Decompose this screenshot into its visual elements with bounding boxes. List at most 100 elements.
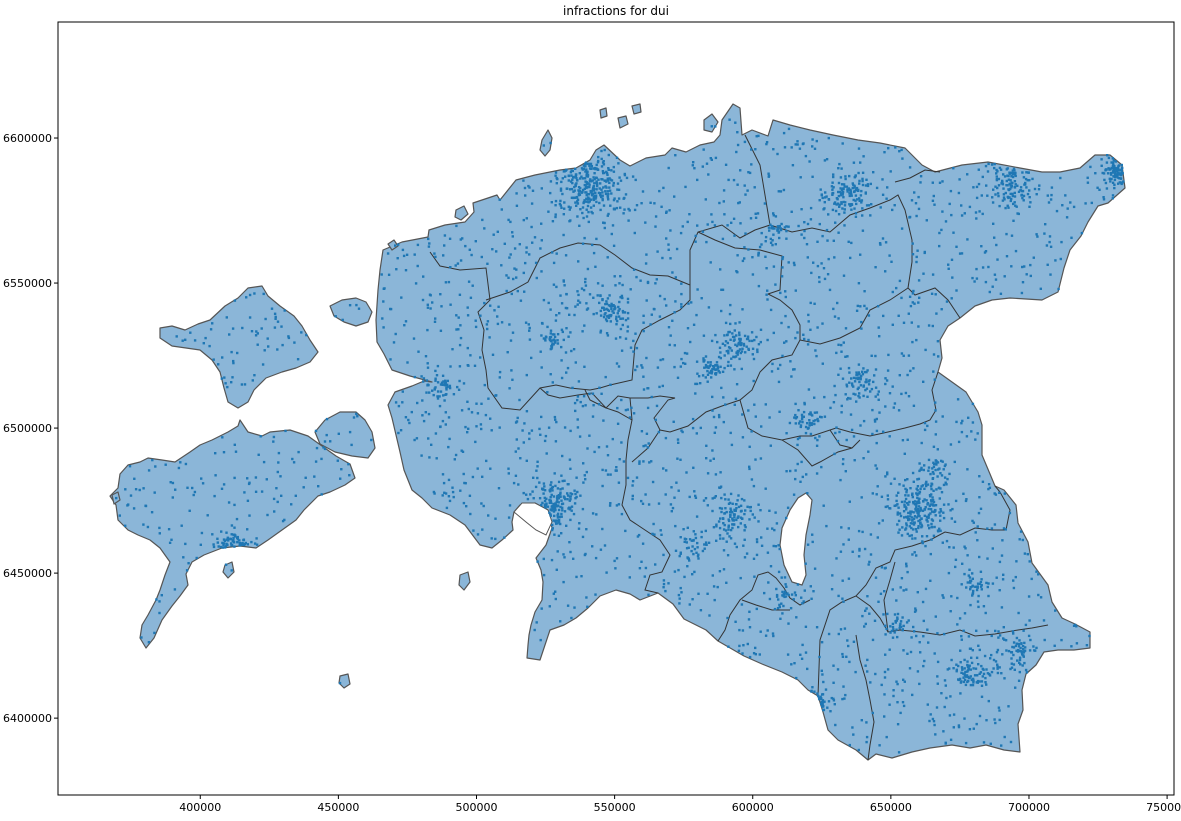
infraction-point (613, 305, 616, 308)
infraction-point (612, 165, 615, 169)
infraction-point (1010, 662, 1013, 665)
infraction-point (1017, 642, 1020, 646)
infraction-point (714, 368, 717, 371)
infraction-point (507, 516, 511, 519)
infraction-point (631, 494, 634, 498)
infraction-point (963, 612, 967, 615)
infraction-point (434, 432, 438, 435)
infraction-point (985, 719, 988, 722)
infraction-point (917, 510, 921, 513)
infraction-point (976, 586, 979, 589)
infraction-point (886, 498, 890, 501)
infraction-point (503, 242, 506, 245)
infraction-point (726, 341, 729, 345)
infraction-point (895, 499, 898, 503)
infraction-point (733, 335, 736, 339)
infraction-point (726, 554, 730, 557)
infraction-point (1001, 199, 1005, 202)
infraction-point (807, 313, 810, 317)
infraction-point (898, 374, 901, 377)
infraction-point (984, 250, 988, 253)
infraction-point (550, 344, 553, 348)
infraction-point (645, 299, 648, 302)
infraction-point (221, 356, 224, 359)
infraction-point (1050, 186, 1054, 189)
infraction-point (961, 562, 964, 565)
infraction-point (883, 590, 886, 593)
infraction-point (1001, 578, 1005, 581)
infraction-point (948, 714, 952, 717)
infraction-point (873, 619, 877, 622)
infraction-point (851, 384, 854, 387)
infraction-point (971, 585, 974, 588)
infraction-point (444, 492, 448, 495)
infraction-point (850, 192, 853, 196)
infraction-point (823, 415, 827, 418)
infraction-point (583, 183, 586, 187)
infraction-point (283, 309, 286, 312)
infraction-point (496, 322, 500, 326)
infraction-point (803, 337, 806, 341)
infraction-point (917, 477, 921, 481)
infraction-point (471, 475, 475, 479)
infraction-point (695, 551, 698, 554)
infraction-point (930, 525, 933, 529)
infraction-point (646, 406, 650, 410)
infraction-point (589, 162, 593, 166)
infraction-point (1002, 626, 1005, 629)
infraction-point (627, 219, 630, 222)
infraction-point (615, 557, 619, 560)
infraction-point (975, 185, 979, 189)
infraction-point (615, 315, 618, 318)
infraction-point (966, 238, 969, 241)
infraction-point (975, 588, 979, 592)
infraction-point (744, 525, 747, 529)
infraction-point (810, 423, 813, 426)
infraction-point (1010, 234, 1014, 237)
infraction-point (816, 694, 820, 698)
infraction-point (718, 570, 722, 573)
infraction-point (897, 314, 900, 317)
infraction-point (588, 293, 592, 296)
infraction-point (983, 251, 987, 254)
infraction-point (820, 701, 823, 704)
infraction-point (896, 682, 899, 686)
infraction-point (726, 364, 730, 367)
infraction-point (947, 503, 950, 506)
infraction-point (858, 549, 861, 552)
infraction-point (955, 245, 958, 248)
infraction-point (694, 536, 698, 540)
infraction-point (938, 511, 941, 514)
infraction-point (962, 629, 965, 632)
infraction-point (584, 277, 587, 281)
infraction-point (813, 147, 817, 150)
infraction-point (947, 263, 950, 266)
infraction-point (913, 515, 917, 518)
infraction-point (902, 510, 906, 513)
infraction-point (743, 556, 747, 559)
infraction-point (847, 538, 850, 541)
infraction-point (612, 311, 615, 314)
infraction-point (624, 193, 628, 196)
infraction-point (1020, 291, 1024, 295)
infraction-point (616, 188, 619, 191)
infraction-point (776, 229, 779, 232)
infraction-point (1018, 661, 1021, 664)
infraction-point (631, 497, 634, 501)
infraction-point (960, 638, 963, 641)
infraction-point (1054, 609, 1057, 612)
infraction-point (851, 186, 854, 190)
infraction-point (293, 341, 296, 344)
infraction-point (815, 354, 818, 358)
infraction-point (898, 528, 901, 531)
infraction-point (910, 510, 913, 513)
infraction-point (1106, 154, 1109, 157)
infraction-point (441, 374, 445, 377)
infraction-point (562, 213, 565, 216)
infraction-point (243, 383, 247, 386)
infraction-point (805, 243, 809, 246)
infraction-point (530, 225, 533, 229)
infraction-point (867, 383, 871, 386)
infraction-point (862, 457, 865, 460)
infraction-point (561, 479, 564, 483)
